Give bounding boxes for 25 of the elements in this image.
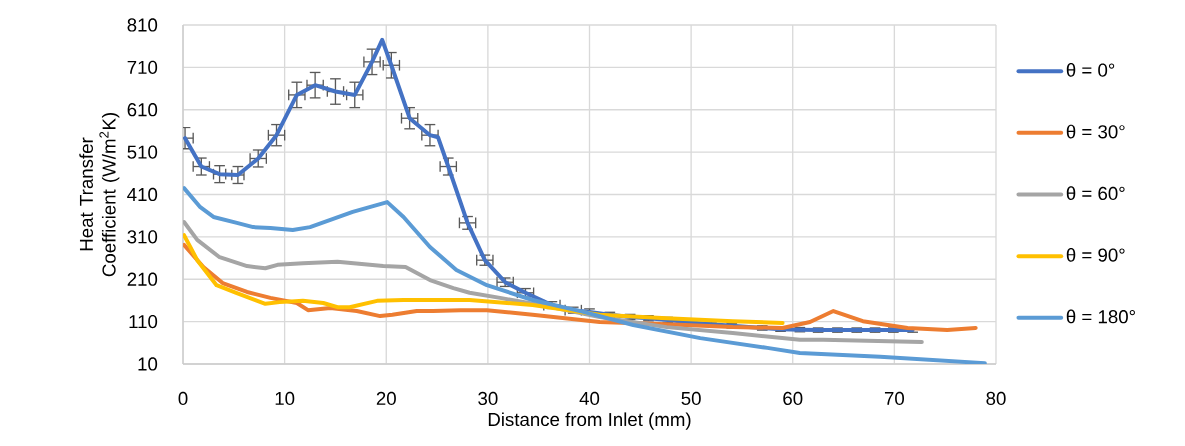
- y-tick-label: 710: [127, 60, 158, 74]
- legend-label: θ = 90°: [1066, 247, 1125, 262]
- legend-label: θ = 180°: [1066, 309, 1135, 324]
- x-tick-label: 80: [986, 391, 1006, 406]
- y-tick-label: 310: [127, 230, 158, 244]
- x-tick-label: 20: [376, 391, 396, 406]
- legend-label: θ = 60°: [1066, 186, 1125, 201]
- y-tick-label: 610: [127, 103, 158, 117]
- y-tick-label: 110: [129, 314, 158, 329]
- x-tick-label: 50: [681, 391, 701, 406]
- y-tick-label: 510: [127, 145, 158, 159]
- y-tick-label: 410: [127, 187, 158, 202]
- y-tick-label: 810: [127, 18, 158, 32]
- x-axis-title: Distance from Inlet (mm): [488, 412, 691, 430]
- x-tick-label: 60: [783, 391, 803, 406]
- y-tick-label: 210: [127, 272, 158, 286]
- y-tick-label: 10: [138, 357, 158, 371]
- x-tick-label: 40: [579, 391, 600, 406]
- legend-label: θ = 0°: [1066, 63, 1115, 77]
- x-tick-label: 10: [275, 391, 295, 406]
- x-tick-label: 0: [178, 391, 188, 406]
- y-axis-title: Heat Transfer Coefficient (W/m$^{2}$K): [79, 113, 120, 277]
- x-tick-label: 30: [478, 391, 498, 406]
- legend-label: θ = 30°: [1066, 124, 1125, 139]
- x-tick-label: 70: [884, 391, 905, 406]
